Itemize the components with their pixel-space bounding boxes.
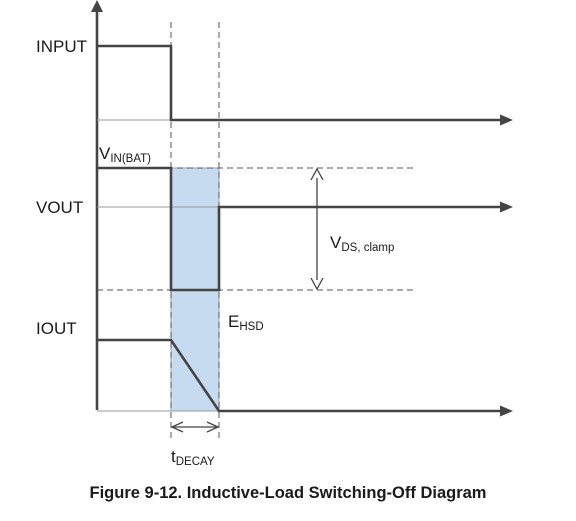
vertical-axis-arrow [91, 0, 103, 12]
ehsd-subscript: HSD [239, 321, 263, 333]
vds-clamp-main: V [330, 233, 342, 252]
tdecay-subscript: DECAY [176, 456, 215, 468]
ehsd-main: E [228, 312, 239, 331]
vin-bat-subscript: IN(BAT) [110, 153, 151, 165]
input-waveform [97, 44, 505, 122]
vin-bat-label: VIN(BAT) [99, 144, 151, 165]
iout-waveform [97, 338, 505, 413]
tdecay-arrow-right [206, 421, 220, 433]
iout-label: IOUT [36, 319, 77, 338]
vds-clamp-subscript: DS, clamp [341, 242, 394, 254]
vout-label: VOUT [36, 198, 83, 217]
vout-waveform [97, 166, 505, 292]
tdecay-main: t [171, 447, 176, 466]
vin-bat-main: V [99, 144, 111, 163]
vds-arrow-top [310, 167, 324, 181]
vds-clamp-label: VDS, clamp [330, 233, 394, 254]
figure-caption: Figure 9-12. Inductive-Load Switching-Of… [89, 484, 487, 502]
input-arrow [500, 114, 513, 126]
tdecay-label: tDECAY [171, 447, 215, 468]
ehsd-label: EHSD [228, 312, 264, 333]
vds-arrow-bottom [310, 277, 324, 291]
iout-arrow [500, 405, 513, 417]
tdecay-arrow-left [170, 421, 184, 433]
input-label: INPUT [36, 37, 87, 56]
vout-arrow [500, 201, 513, 213]
